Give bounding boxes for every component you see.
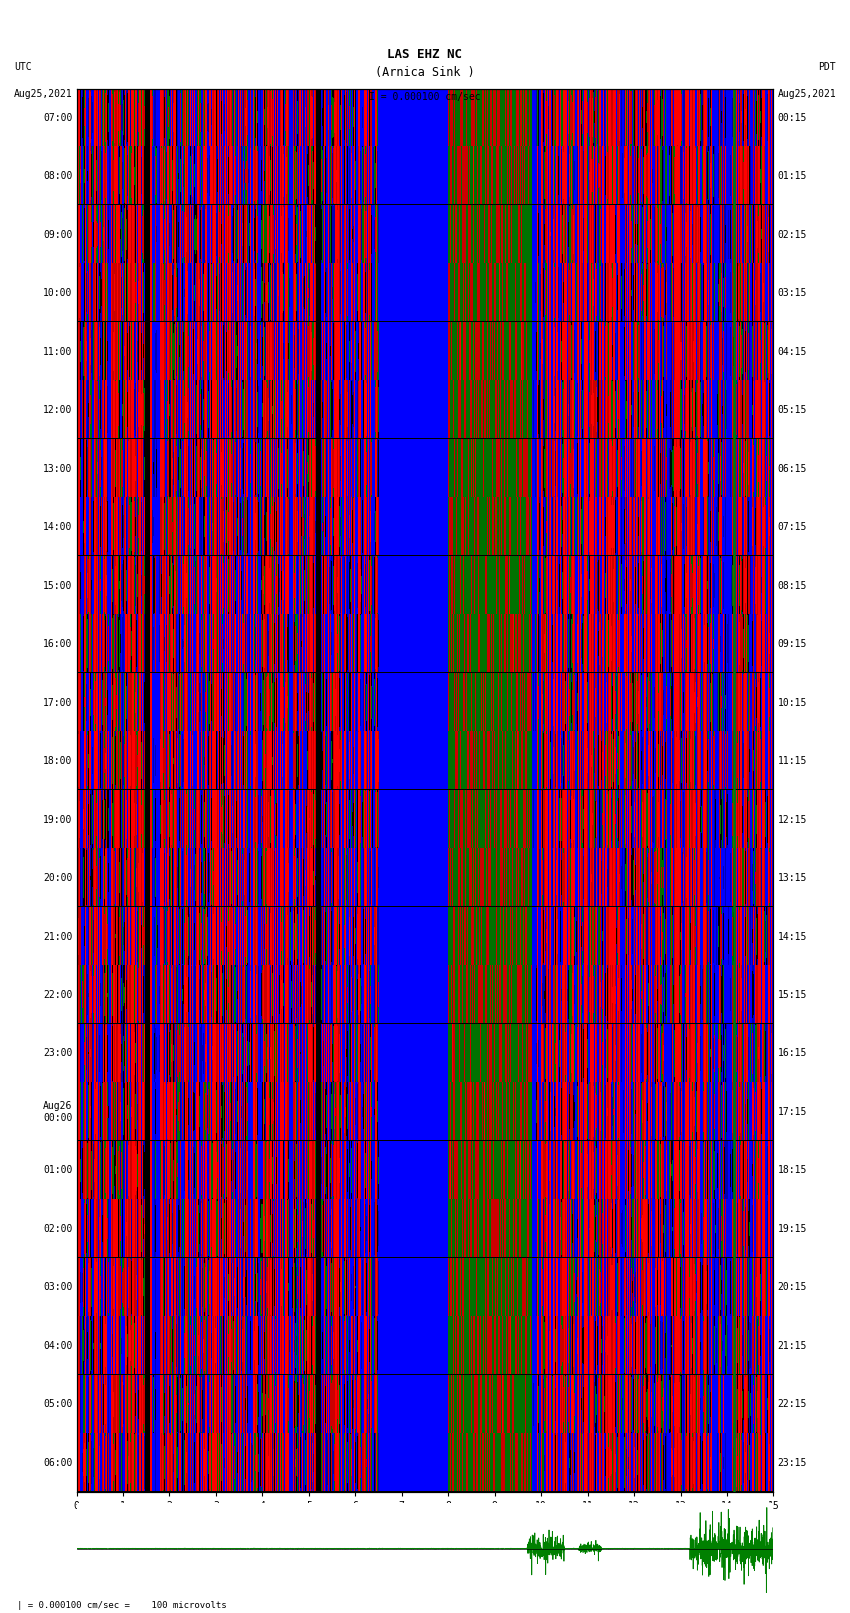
Text: Aug25,2021: Aug25,2021 [14, 89, 72, 98]
Text: PDT: PDT [819, 61, 836, 73]
Text: LAS EHZ NC: LAS EHZ NC [388, 48, 462, 61]
Text: I = 0.000100 cm/sec: I = 0.000100 cm/sec [369, 92, 481, 102]
Text: | = 0.000100 cm/sec =    100 microvolts: | = 0.000100 cm/sec = 100 microvolts [17, 1600, 227, 1610]
Text: Aug25,2021: Aug25,2021 [778, 89, 836, 98]
Text: (Arnica Sink ): (Arnica Sink ) [375, 66, 475, 79]
X-axis label: TIME (MINUTES): TIME (MINUTES) [377, 1516, 473, 1526]
Text: UTC: UTC [14, 61, 31, 73]
